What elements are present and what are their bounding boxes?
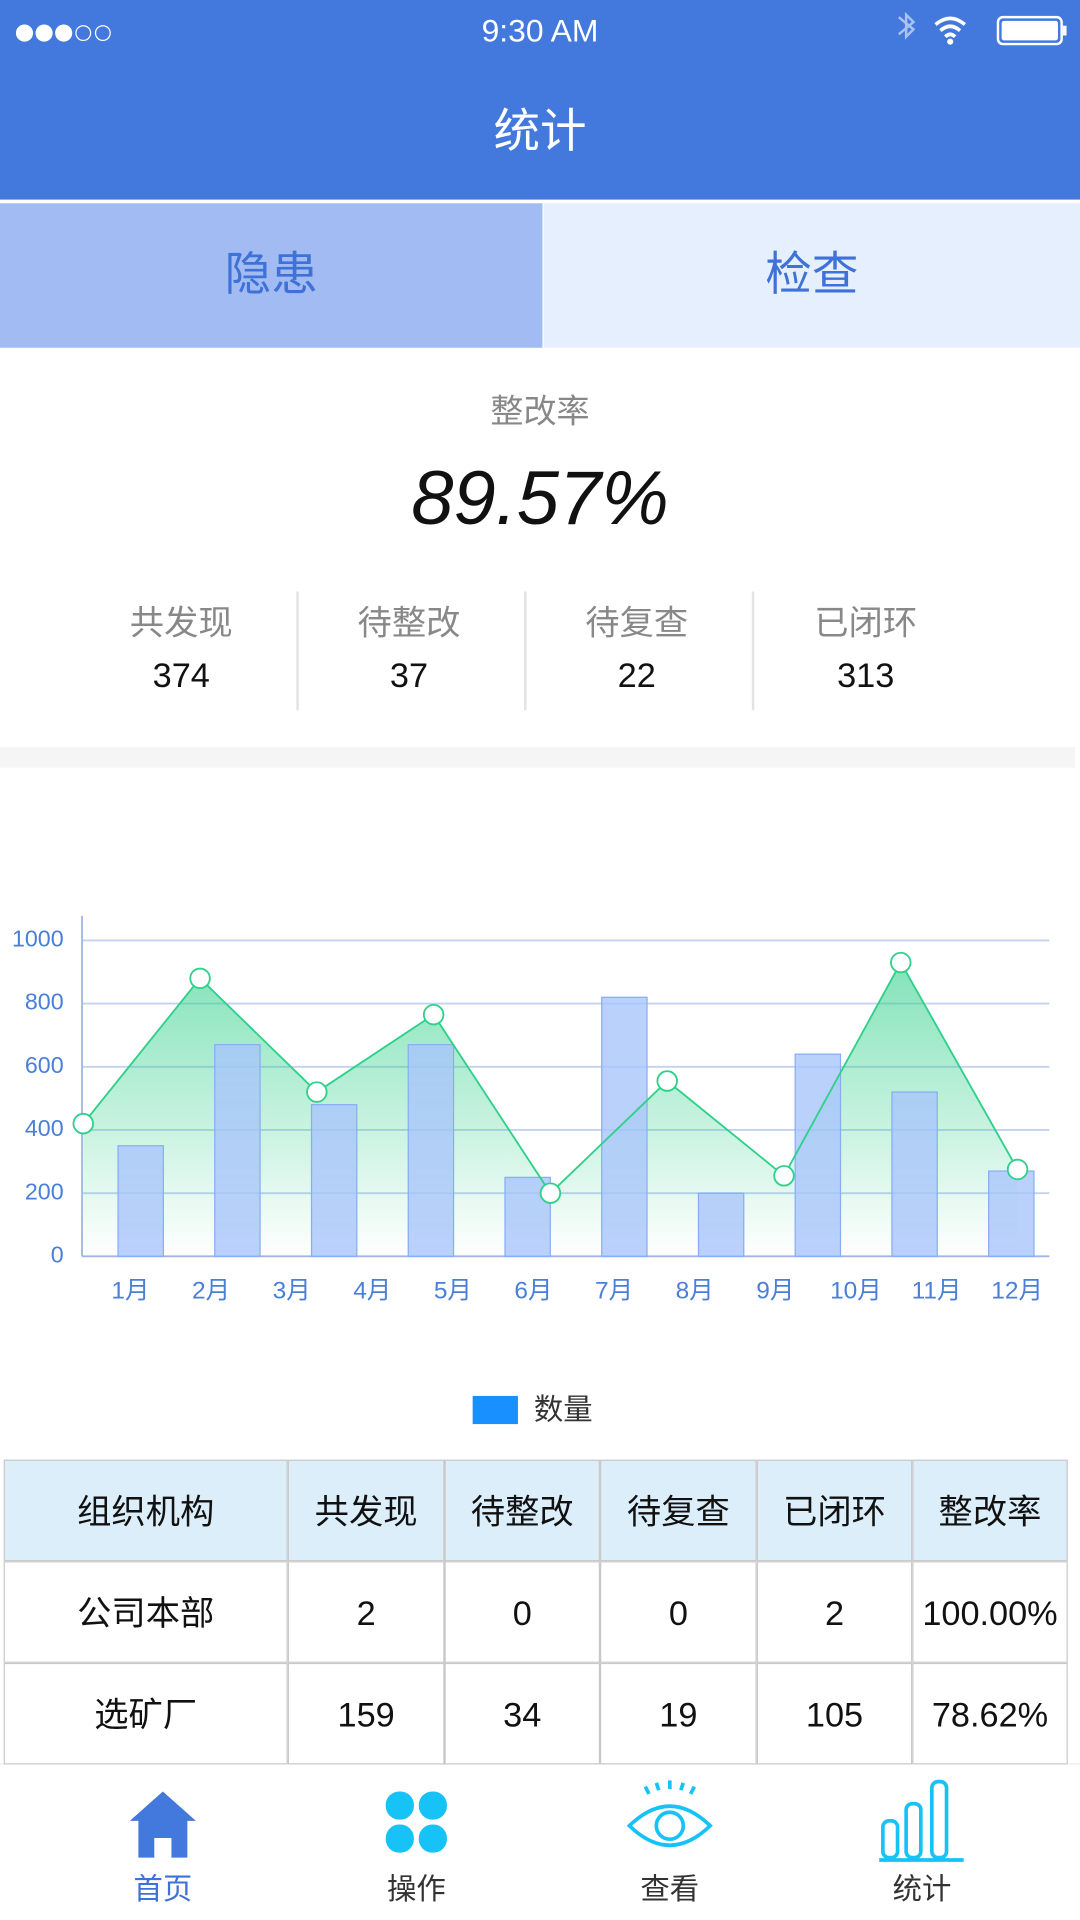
line-point [1006, 1158, 1029, 1181]
stat-value: 313 [837, 656, 895, 695]
nav-item[interactable]: 操作 [386, 1873, 446, 1907]
x-tick-label: 1月 [111, 1277, 149, 1304]
table-cell: 159 [287, 1662, 445, 1765]
y-tick-label: 600 [25, 1052, 64, 1078]
tab[interactable]: 检查 [543, 203, 1080, 348]
header-bar: 9:30 AM 统计 [0, 0, 1080, 200]
x-tick-label: 2月 [192, 1277, 230, 1304]
page-title: 统计 [493, 106, 587, 158]
stat-label: 待复查 [585, 603, 689, 642]
table-cell: 100.00% [912, 1561, 1068, 1663]
rate-label: 整改率 [490, 393, 590, 430]
stat-label: 已闭环 [814, 603, 918, 642]
table-cell: 公司本部 [3, 1561, 288, 1663]
x-tick-label: 6月 [514, 1277, 552, 1304]
stat-label: 共发现 [129, 603, 233, 642]
table-header-cell: 已闭环 [756, 1459, 913, 1562]
stat-value: 374 [152, 656, 210, 695]
y-tick-label: 800 [25, 989, 64, 1015]
divider [0, 746, 1076, 768]
table-cell: 78.62% [912, 1662, 1068, 1765]
bar [697, 1192, 745, 1257]
bar [310, 1104, 358, 1257]
stat-value: 22 [617, 656, 656, 695]
bar [988, 1170, 1035, 1257]
table-cell: 2 [287, 1561, 445, 1663]
bar [601, 996, 648, 1257]
stat-divider [524, 591, 527, 711]
x-tick-label: 10月 [830, 1277, 882, 1304]
y-tick-label: 200 [25, 1178, 64, 1204]
line-point [72, 1112, 94, 1135]
x-tick-label: 8月 [676, 1277, 714, 1304]
x-tick-label: 11月 [912, 1277, 962, 1304]
table-cell: 34 [444, 1662, 601, 1765]
table-cell: 19 [600, 1662, 757, 1765]
table-header-cell: 共发现 [287, 1459, 445, 1562]
x-tick-label: 12月 [991, 1277, 1043, 1304]
table-header-cell: 待整改 [444, 1459, 601, 1562]
stat-value: 37 [389, 656, 429, 695]
legend-swatch [472, 1395, 518, 1425]
x-tick-label: 9月 [756, 1277, 794, 1304]
stat-divider [296, 591, 299, 711]
status-icons [897, 11, 1067, 46]
line-point [539, 1182, 562, 1204]
nav-item[interactable]: 统计 [892, 1873, 952, 1907]
nav-item[interactable]: 查看 [640, 1873, 700, 1907]
table-header-cell: 待复查 [600, 1459, 757, 1562]
stat-label: 待整改 [357, 603, 461, 642]
line-point [306, 1081, 328, 1103]
nav-item[interactable]: 首页 [133, 1873, 193, 1907]
y-tick-label: 0 [51, 1241, 64, 1267]
x-tick-label: 3月 [273, 1277, 311, 1304]
bar [214, 1044, 261, 1257]
bar [117, 1145, 164, 1257]
x-tick-label: 7月 [595, 1277, 633, 1304]
signal-icon [15, 24, 111, 42]
rate-value: 89.57% [411, 456, 669, 542]
table-cell: 0 [444, 1561, 601, 1663]
y-tick-label: 1000 [12, 926, 64, 952]
stat-divider [751, 591, 755, 711]
line-point [189, 967, 211, 990]
line-point [422, 1003, 445, 1026]
bar [407, 1044, 455, 1257]
x-tick-label: 4月 [353, 1277, 391, 1304]
line-point [656, 1070, 678, 1092]
status-time: 9:30 AM [481, 12, 599, 49]
bar [891, 1091, 938, 1257]
y-tick-label: 400 [25, 1115, 64, 1141]
nav-icons [129, 1779, 964, 1862]
chart: 0 200 400 600 800 1000 1月 2月 3月 4月 5月 6月 7月 8月 9月 10月 11… [12, 915, 1050, 1427]
table-cell: 0 [600, 1561, 757, 1663]
legend-label: 数量 [534, 1394, 593, 1427]
line-point [890, 951, 912, 974]
table-cell: 选矿厂 [3, 1662, 288, 1765]
x-tick-label: 5月 [434, 1277, 472, 1304]
table-header-cell: 组织机构 [3, 1459, 288, 1562]
table-cell: 105 [756, 1662, 913, 1765]
table-header-cell: 整改率 [912, 1459, 1068, 1562]
table-cell: 2 [756, 1561, 913, 1663]
tab-active[interactable]: 隐患 [0, 203, 543, 348]
line-point [773, 1165, 795, 1187]
